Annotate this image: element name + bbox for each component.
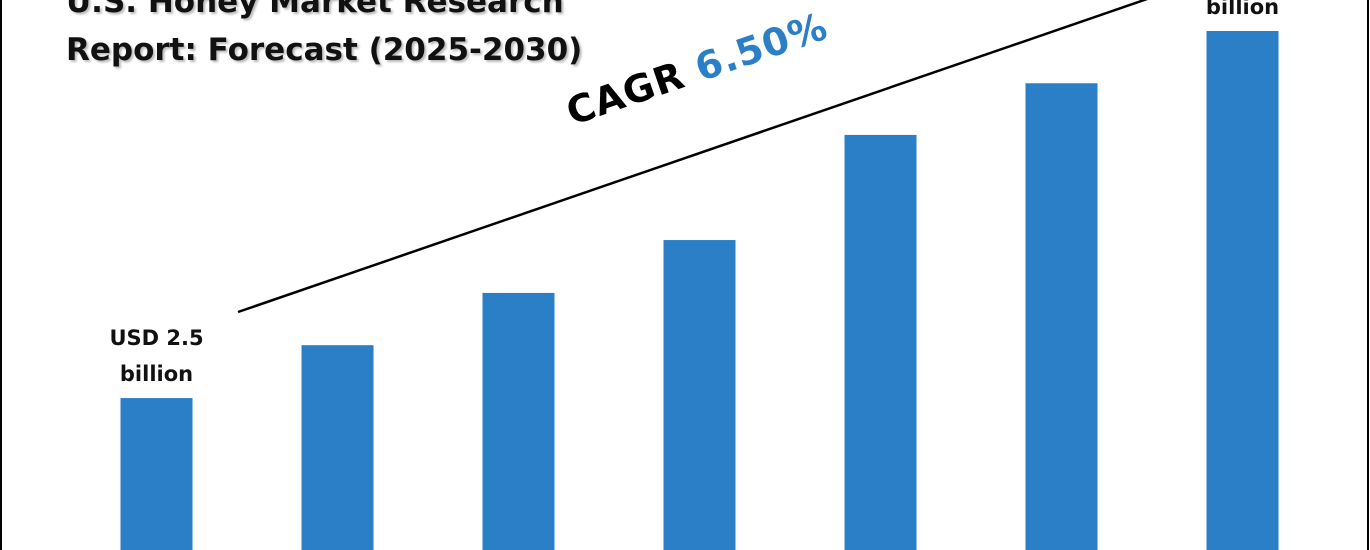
bar [120,398,193,550]
bar [1206,30,1279,550]
trend-line [237,0,1149,314]
bar [301,345,374,550]
value-label: USD 2.5 billion [109,326,204,387]
bar [482,292,555,550]
value-label: billion [1205,0,1280,19]
bar [1025,83,1098,550]
bar [844,134,917,550]
chart-title: U.S. Honey Market Research Report: Forec… [66,0,583,68]
bar [663,240,736,550]
